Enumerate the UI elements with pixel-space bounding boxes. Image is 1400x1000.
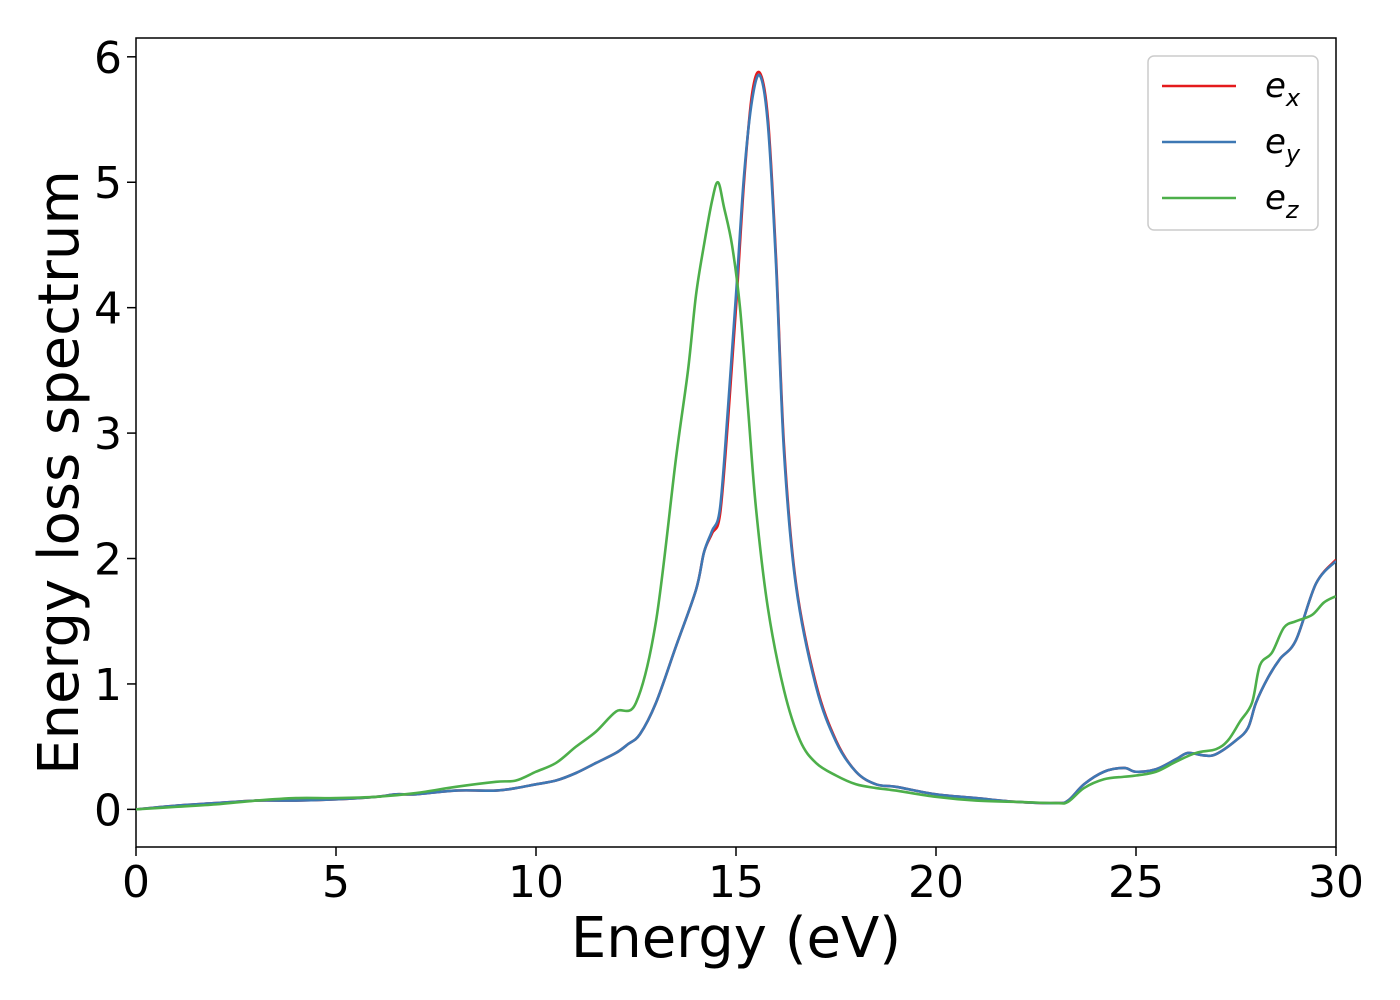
y-tick-label: 4 [94, 284, 122, 335]
x-tick-label: 10 [508, 857, 564, 908]
x-tick-label: 30 [1308, 857, 1364, 908]
y-tick-label: 0 [94, 785, 122, 836]
y-tick-label: 1 [94, 660, 122, 711]
legend-item-x: ex [1162, 66, 1301, 112]
x-tick-label: 25 [1108, 857, 1164, 908]
legend-label: ez [1265, 178, 1300, 224]
legend-label: ey [1265, 122, 1301, 168]
y-tick-label: 5 [94, 158, 122, 209]
series-layer [136, 70, 1336, 811]
y-tick-label: 2 [94, 535, 122, 586]
y-tick-label: 6 [94, 33, 122, 84]
x-tick-label: 0 [122, 857, 150, 908]
legend-item-y: ey [1162, 122, 1301, 168]
legend-item-z: ez [1162, 178, 1300, 224]
x-axis-title: Energy (eV) [571, 906, 901, 971]
x-tick-label: 15 [708, 857, 764, 908]
x-tick-label: 20 [908, 857, 964, 908]
series-line-y [136, 73, 1336, 811]
legend-label: ex [1265, 66, 1301, 112]
y-axis-title: Energy loss spectrum [27, 170, 92, 775]
y-tick-label: 3 [94, 409, 122, 460]
x-tick-label: 5 [322, 857, 350, 908]
legend: ex ey ez [1147, 55, 1319, 231]
series-line-z [136, 180, 1336, 811]
x-axis: 0 5 10 15 20 25 30 [122, 847, 1364, 908]
y-axis: 0 1 2 3 4 5 6 [94, 33, 136, 836]
